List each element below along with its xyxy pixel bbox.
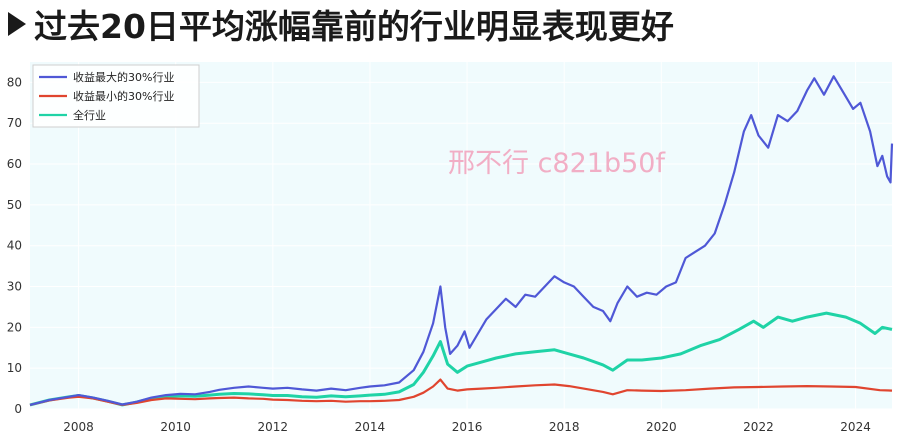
x-tick-label: 2008: [63, 420, 94, 434]
x-tick-label: 2022: [743, 420, 774, 434]
series-line-0: [29, 75, 894, 406]
x-tick-label: 2024: [840, 420, 871, 434]
y-tick-label: 10: [7, 361, 22, 375]
x-axis-ticks: 2008 2010 2012 2014 2016 2018 2020 2022 2024: [63, 420, 871, 434]
x-tick-label: 2012: [258, 420, 289, 434]
y-tick-label: 70: [7, 116, 22, 130]
y-tick-label: 40: [7, 239, 22, 253]
y-tick-label: 20: [7, 320, 22, 334]
legend-label: 全行业: [73, 108, 106, 122]
slide-title: 过去20日平均涨幅靠前的行业明显表现更好: [6, 2, 674, 46]
y-tick-label: 0: [14, 402, 22, 416]
x-tick-label: 2020: [646, 420, 677, 434]
series-line-2: [29, 311, 893, 407]
y-tick-label: 50: [7, 198, 22, 212]
x-tick-label: 2014: [355, 420, 386, 434]
legend-label: 收益最大的30%行业: [73, 70, 174, 84]
x-tick-label: 2016: [452, 420, 483, 434]
series-line-1: [29, 378, 893, 406]
y-tick-label: 80: [7, 75, 22, 89]
watermark-text: 邢不行 c821b50f: [448, 148, 666, 179]
y-axis-ticks: 0 10 20 30 40 50 60 70 80: [7, 75, 22, 416]
y-tick-label: 60: [7, 157, 22, 171]
series-layer: [29, 75, 894, 407]
x-tick-label: 2010: [160, 420, 191, 434]
bullet-arrow-icon: [8, 12, 26, 36]
y-tick-label: 30: [7, 280, 22, 294]
x-tick-label: 2018: [549, 420, 580, 434]
legend-label: 收益最小的30%行业: [73, 89, 174, 103]
slide-title-text: 过去20日平均涨幅靠前的行业明显表现更好: [34, 7, 674, 46]
